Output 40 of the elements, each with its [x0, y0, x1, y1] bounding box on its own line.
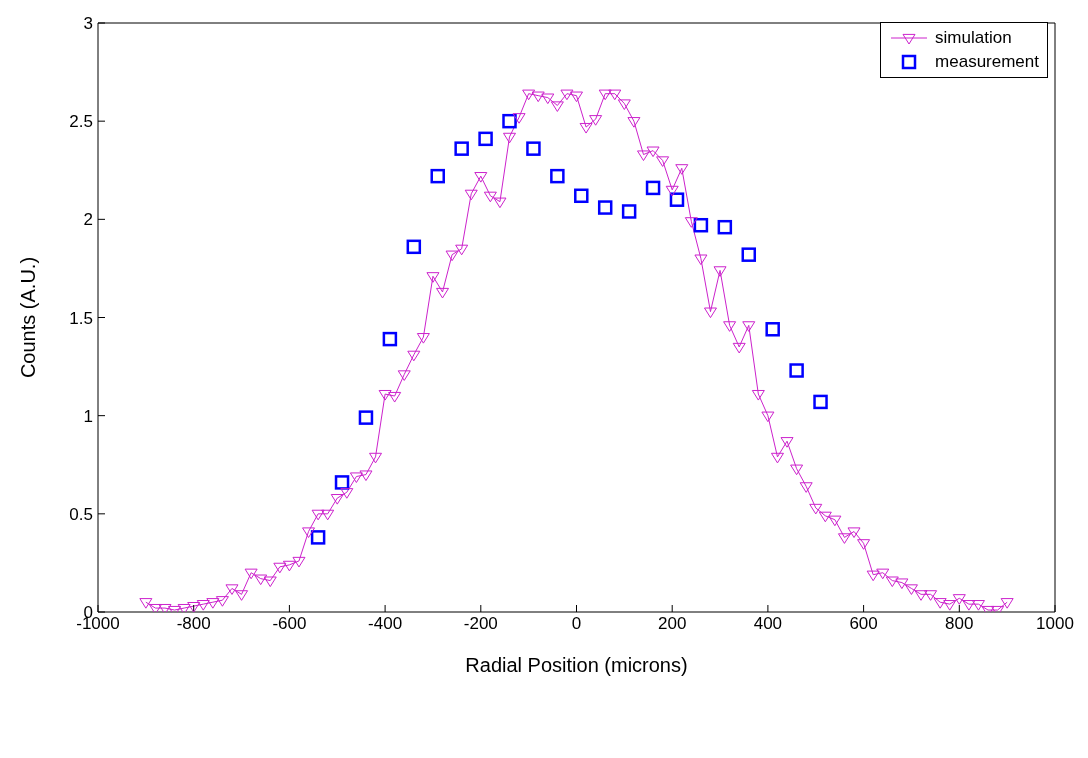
x-tick-label: -800: [176, 614, 211, 634]
x-tick-label: 600: [849, 614, 878, 634]
x-tick-label: 800: [945, 614, 974, 634]
point: [478, 131, 493, 147]
point: [621, 204, 637, 219]
point: [526, 141, 541, 156]
y-tick-label: 0.5: [69, 504, 93, 524]
x-tick-label: 0: [571, 614, 582, 634]
x-tick-label: -600: [272, 614, 307, 634]
point: [382, 331, 398, 347]
point: [669, 192, 685, 207]
point: [406, 239, 422, 255]
y-tick-label: 3: [83, 14, 93, 34]
legend-label: simulation: [935, 28, 1012, 48]
point: [693, 217, 709, 233]
x-axis-title: Radial Position (microns): [465, 654, 688, 676]
x-tick-label: 1000: [1036, 614, 1074, 634]
legend-label: measurement: [935, 52, 1039, 72]
y-tick-label: 1.5: [69, 308, 93, 328]
point: [310, 530, 326, 545]
point: [574, 188, 589, 204]
y-tick-label: 2: [83, 210, 93, 230]
point: [430, 168, 445, 184]
y-tick-label: 2.5: [69, 112, 93, 132]
x-tick-label: 200: [658, 614, 687, 634]
point: [741, 247, 757, 262]
point: [550, 168, 565, 184]
point: [717, 219, 733, 235]
point: [789, 363, 804, 378]
point: [597, 200, 613, 215]
x-tick-label: 400: [753, 614, 783, 634]
point: [358, 410, 374, 425]
point: [454, 141, 469, 156]
point: [765, 322, 780, 337]
point: [645, 180, 661, 196]
y-tick-label: 1: [83, 406, 93, 426]
point: [813, 394, 828, 410]
y-axis-title: Counts (A.U.): [17, 256, 40, 379]
x-tick-label: -200: [463, 614, 498, 634]
x-tick-label: -400: [368, 614, 403, 634]
